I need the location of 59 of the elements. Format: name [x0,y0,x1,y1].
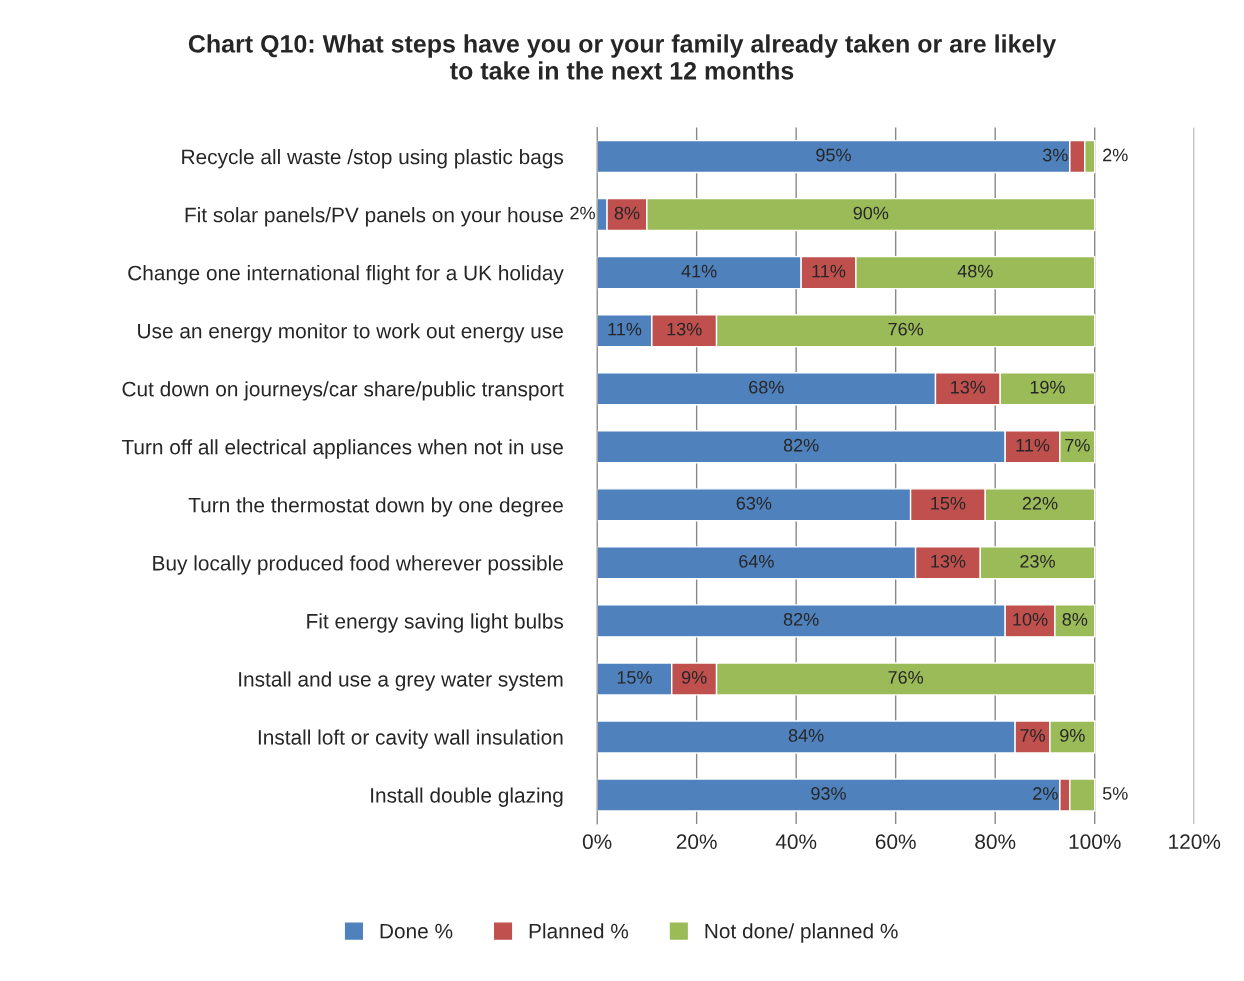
data-label: 15% [931,496,966,510]
data-label: 7% [1065,438,1090,452]
data-label: 15% [617,671,652,684]
x-tick-label: 0% [582,834,612,850]
x-tick-label: 20% [676,834,717,850]
data-label: 68% [749,380,784,394]
data-label: 3% [1042,148,1068,162]
data-label: 22% [1022,496,1058,510]
x-tick-label: 120% [1169,834,1221,850]
y-tick-label: Use an energy monitor to work out energy use [138,323,563,343]
data-label: 7% [1020,729,1045,742]
y-tick-label: Install loft or cavity wall insulation [258,729,563,749]
data-label: 11% [1016,438,1050,452]
data-label: 13% [951,380,986,394]
legend-label: Not done/ planned % [705,923,898,943]
y-tick-label: Install double glazing [371,787,563,807]
y-tick-label: Fit energy saving light bulbs [307,613,564,633]
y-tick-label: Change one international flight for a UK holiday [128,265,564,285]
data-label: 95% [816,148,851,162]
data-label: 63% [736,496,772,510]
data-label: 82% [783,438,819,452]
legend-label: Done % [380,923,453,939]
y-tick-label: Turn the thermostat down by one degree [188,497,563,517]
data-label: 76% [888,322,924,336]
y-tick-label: Turn off all electrical appliances when not in use [121,439,563,459]
data-label: 82% [783,612,819,626]
data-label: 13% [667,322,702,336]
chart-title: Chart Q10: What steps have you or your family already taken or are likely to take in the next 12 months [188,34,1057,80]
y-tick-label: Buy locally produced food wherever possible [153,555,563,575]
data-label: 11% [608,322,642,336]
data-label: 23% [1020,554,1055,568]
data-label: 10% [1013,612,1048,626]
y-tick-label: Fit solar panels/PV panels on your house [185,207,563,227]
data-label: 90% [853,206,889,220]
data-label: 9% [1060,729,1085,742]
data-label: 2% [570,206,595,220]
data-label: 9% [681,670,707,684]
data-label: 13% [931,554,966,568]
data-label: 84% [788,729,824,742]
data-label: 76% [888,670,924,684]
x-tick-label: 60% [875,834,916,850]
data-label: 2% [1103,148,1128,162]
data-label: 41% [681,264,717,278]
data-label: 2% [1033,787,1058,800]
y-tick-label: Recycle all waste /stop using plastic bags [182,149,564,169]
x-tick-label: 40% [775,834,817,850]
data-label: 64% [739,554,774,568]
y-tick-label: Cut down on journeys/car share/public transport [122,381,564,401]
x-tick-label: 100% [1069,834,1121,850]
data-label: 5% [1102,787,1128,800]
data-label: 48% [957,264,993,278]
data-label: 19% [1030,380,1065,394]
y-tick-label: Install and use a grey water system [239,671,563,691]
data-label: 93% [811,787,846,800]
x-tick-label: 80% [975,834,1016,850]
data-label: 8% [614,206,640,220]
data-label: 11% [812,264,846,278]
legend-label: Planned % [529,923,629,939]
data-label: 8% [1062,612,1088,626]
